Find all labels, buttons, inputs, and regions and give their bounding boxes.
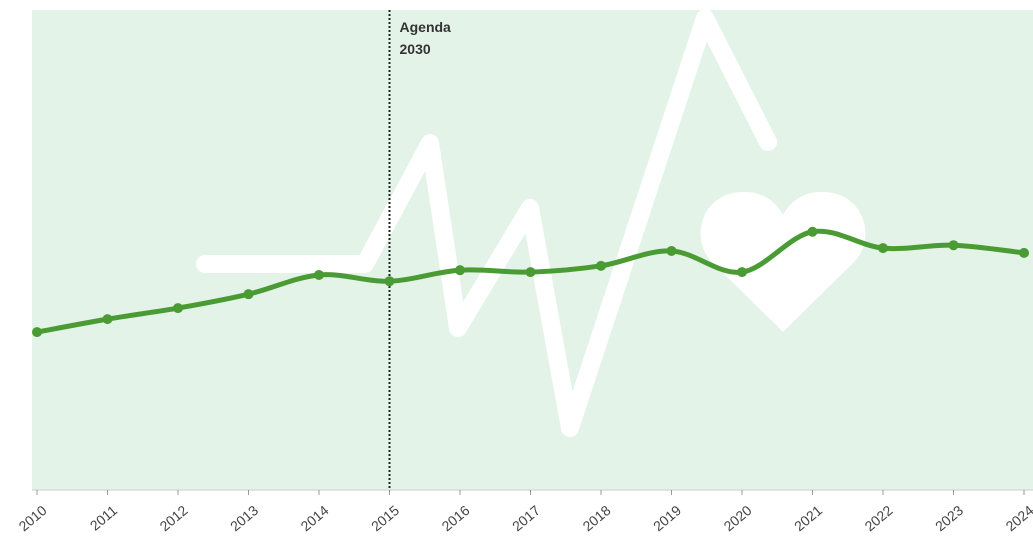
- data-point: [103, 314, 113, 324]
- x-tick-label: 2014: [297, 502, 331, 534]
- x-tick-label: 2020: [720, 502, 754, 534]
- data-point: [455, 265, 465, 275]
- data-point: [1019, 248, 1029, 258]
- x-tick-label: 2021: [791, 502, 825, 534]
- data-point: [385, 276, 395, 286]
- x-tick-label: 2015: [368, 502, 402, 534]
- x-tick-label: 2012: [156, 502, 190, 534]
- data-point: [244, 289, 254, 299]
- x-tick-label: 2011: [87, 502, 121, 534]
- x-tick-label: 2018: [579, 502, 613, 534]
- chart: 2010 2011 2012 2013 2014 2015 2016 2017 2018 2019…: [0, 0, 1033, 544]
- x-tick-label: 2013: [227, 502, 261, 534]
- annotation-label: Agenda: [400, 19, 452, 35]
- data-point: [878, 243, 888, 253]
- x-tick-label: 2016: [438, 502, 472, 534]
- data-point: [526, 267, 536, 277]
- data-point: [737, 267, 747, 277]
- x-tick-label: 2024: [1002, 502, 1033, 534]
- x-tick-label: 2010: [15, 502, 49, 534]
- data-point: [949, 240, 959, 250]
- annotation-label: 2030: [400, 41, 431, 57]
- data-point: [667, 246, 677, 256]
- data-point: [808, 227, 818, 237]
- data-point: [173, 303, 183, 313]
- data-point: [32, 327, 42, 337]
- data-point: [314, 270, 324, 280]
- data-point: [596, 261, 606, 271]
- x-tick-label: 2023: [932, 502, 966, 534]
- x-tick-label: 2017: [509, 502, 543, 534]
- x-tick-label: 2022: [861, 502, 895, 534]
- x-tick-label: 2019: [650, 502, 684, 534]
